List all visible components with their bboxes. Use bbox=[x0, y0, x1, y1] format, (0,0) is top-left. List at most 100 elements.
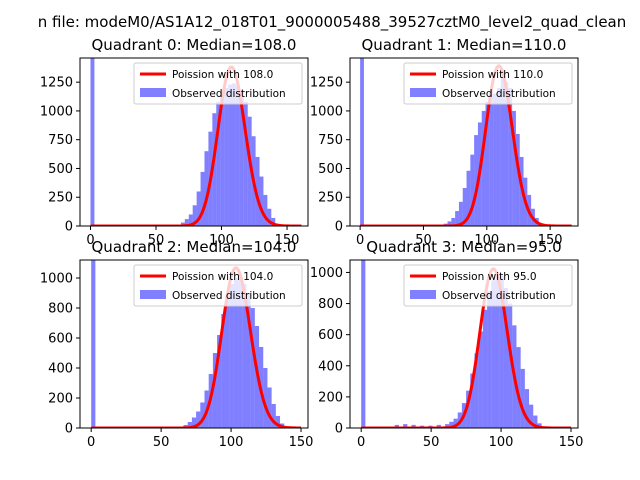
legend-entry-observed: Observed distribution bbox=[442, 290, 556, 302]
histogram-bar bbox=[271, 217, 276, 226]
histogram-bar bbox=[263, 368, 268, 428]
histogram-bar bbox=[495, 272, 500, 428]
histogram-bar bbox=[503, 288, 509, 428]
histogram-bar bbox=[512, 110, 516, 226]
histogram-bar bbox=[411, 424, 416, 428]
figure-suptitle: n file: modeM0/AS1A12_018T01_9000005488_… bbox=[38, 13, 627, 32]
histogram-bar bbox=[217, 335, 222, 428]
histogram-bar bbox=[229, 284, 234, 428]
histogram-bar bbox=[225, 296, 230, 428]
legend-bar-swatch bbox=[410, 88, 436, 97]
histogram-bar bbox=[451, 217, 456, 226]
histogram-bar bbox=[496, 87, 501, 226]
histogram-bar bbox=[445, 424, 450, 428]
poisson-fit-line bbox=[90, 65, 302, 226]
x-tick-label: 50 bbox=[148, 233, 165, 248]
histogram-bar bbox=[487, 291, 492, 428]
histogram-bar bbox=[239, 90, 244, 226]
histogram-bar bbox=[246, 293, 251, 428]
histogram-bar bbox=[263, 194, 268, 226]
histogram-bar bbox=[233, 278, 239, 428]
histogram-bar bbox=[187, 422, 192, 428]
y-tick-label: 1000 bbox=[310, 104, 343, 119]
plot-area bbox=[361, 260, 572, 428]
histogram-bar bbox=[247, 116, 252, 226]
y-tick-label: 750 bbox=[48, 133, 73, 148]
histogram-bar bbox=[466, 390, 471, 428]
histogram-bar bbox=[200, 171, 205, 226]
legend-entry-observed: Observed distribution bbox=[172, 88, 286, 100]
y-tick-label: 0 bbox=[335, 220, 343, 235]
histogram-bar bbox=[228, 84, 232, 226]
y-tick-label: 600 bbox=[48, 332, 73, 347]
histogram-bar bbox=[200, 402, 205, 428]
subplot-title: Quadrant 1: Median=110.0 bbox=[362, 36, 567, 54]
histogram-bar bbox=[515, 133, 520, 226]
y-tick-label: 600 bbox=[318, 328, 343, 343]
histogram-bar bbox=[259, 176, 264, 226]
y-tick-label: 400 bbox=[48, 362, 73, 377]
subplot-title: Quadrant 0: Median=108.0 bbox=[92, 36, 297, 54]
histogram-bar bbox=[267, 208, 272, 226]
histogram-bar bbox=[481, 110, 486, 226]
y-tick-label: 1250 bbox=[310, 76, 343, 91]
histogram-bar bbox=[474, 135, 478, 226]
subplot-quadrant-1: 0 50 100 150 0 250 500 750 1000 1250 Quadrant 1: M… bbox=[310, 36, 579, 248]
histogram-bar bbox=[204, 151, 209, 226]
legend-entry-observed: Observed distribution bbox=[172, 290, 286, 302]
subplot-title: Quadrant 3: Median=95.0 bbox=[366, 238, 561, 256]
y-tick-label: 1000 bbox=[40, 104, 73, 119]
histogram-bar bbox=[271, 404, 276, 428]
axes-frame bbox=[349, 259, 579, 429]
histogram-bar bbox=[188, 214, 193, 226]
legend-bar-swatch bbox=[140, 88, 166, 97]
legend-bar-swatch bbox=[140, 290, 166, 299]
x-tick-label: 50 bbox=[153, 435, 170, 450]
histogram-bar bbox=[470, 154, 475, 226]
histogram-bar bbox=[447, 221, 452, 226]
histogram-bar bbox=[361, 260, 366, 428]
histogram-bar bbox=[466, 170, 471, 226]
histogram-bar bbox=[524, 389, 530, 428]
histogram-bar bbox=[220, 93, 225, 226]
histogram-bar bbox=[192, 205, 197, 226]
histogram-bar bbox=[508, 303, 513, 428]
histogram-bar bbox=[493, 93, 497, 226]
legend: Poission with 104.0 Observed distribution bbox=[133, 264, 303, 307]
histogram-bar bbox=[485, 101, 490, 226]
x-tick-label: 100 bbox=[209, 233, 234, 248]
legend-bar-swatch bbox=[410, 290, 436, 299]
x-tick-label: 100 bbox=[219, 435, 244, 450]
x-tick-label: 50 bbox=[423, 435, 440, 450]
y-tick-label: 750 bbox=[318, 133, 343, 148]
histogram-bar bbox=[470, 373, 475, 428]
legend: Poission with 95.0 Observed distribution bbox=[403, 264, 573, 307]
histogram-bar bbox=[180, 222, 185, 226]
histogram-bar bbox=[224, 87, 229, 226]
y-tick-label: 1250 bbox=[40, 76, 73, 91]
poisson-fit-line bbox=[361, 267, 572, 428]
x-tick-label: 150 bbox=[538, 233, 563, 248]
x-tick-label: 150 bbox=[289, 435, 314, 450]
x-tick-label: 0 bbox=[356, 233, 364, 248]
y-tick-label: 1000 bbox=[40, 272, 73, 287]
histogram-bar bbox=[474, 353, 479, 428]
y-tick-label: 250 bbox=[48, 191, 73, 206]
histogram-bar bbox=[255, 156, 260, 226]
histogram-bar bbox=[533, 415, 538, 428]
histogram-bar bbox=[360, 58, 364, 226]
histogram-bar bbox=[275, 416, 281, 428]
histogram-bar bbox=[462, 188, 467, 226]
y-tick-label: 200 bbox=[48, 392, 73, 407]
x-tick-label: 0 bbox=[86, 233, 94, 248]
histogram-bar bbox=[212, 353, 218, 428]
histogram-bar bbox=[520, 368, 525, 428]
y-tick-label: 400 bbox=[318, 359, 343, 374]
histogram-bar bbox=[504, 82, 509, 226]
histogram-bar bbox=[436, 424, 441, 428]
subplot-title: Quadrant 2: Median=104.0 bbox=[92, 238, 297, 256]
histogram-bar bbox=[184, 219, 189, 226]
histogram-bar bbox=[232, 83, 236, 226]
histogram-bar bbox=[91, 260, 96, 428]
